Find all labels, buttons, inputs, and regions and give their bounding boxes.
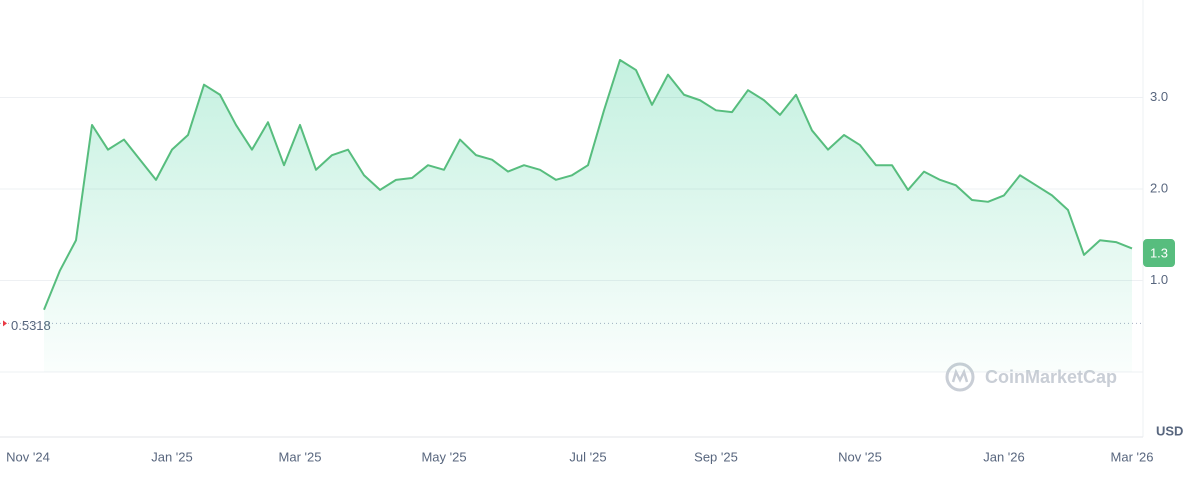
x-tick-label: Nov '25 [838, 449, 882, 464]
price-tag-label: 1.3 [1150, 245, 1168, 260]
x-tick-label: Mar '25 [279, 449, 322, 464]
baseline-label: 0.5318 [11, 318, 51, 333]
x-tick-label: Jan '25 [151, 449, 193, 464]
x-tick-label: Jan '26 [983, 449, 1025, 464]
y-tick-label: 3.0 [1150, 89, 1168, 104]
y-tick-label: 2.0 [1150, 180, 1168, 195]
x-tick-label: Sep '25 [694, 449, 738, 464]
price-tag [1143, 239, 1175, 268]
x-tick-label: Mar '26 [1111, 449, 1154, 464]
x-tick-label: Jul '25 [569, 449, 606, 464]
price-line [43, 58, 1133, 311]
currency-label: USD [1156, 423, 1183, 438]
baseline-marker [3, 320, 7, 327]
y-tick-label: 1.0 [1150, 272, 1168, 287]
area [44, 59, 1132, 373]
x-tick-label: May '25 [421, 449, 466, 464]
x-tick-label: Nov '24 [6, 449, 50, 464]
